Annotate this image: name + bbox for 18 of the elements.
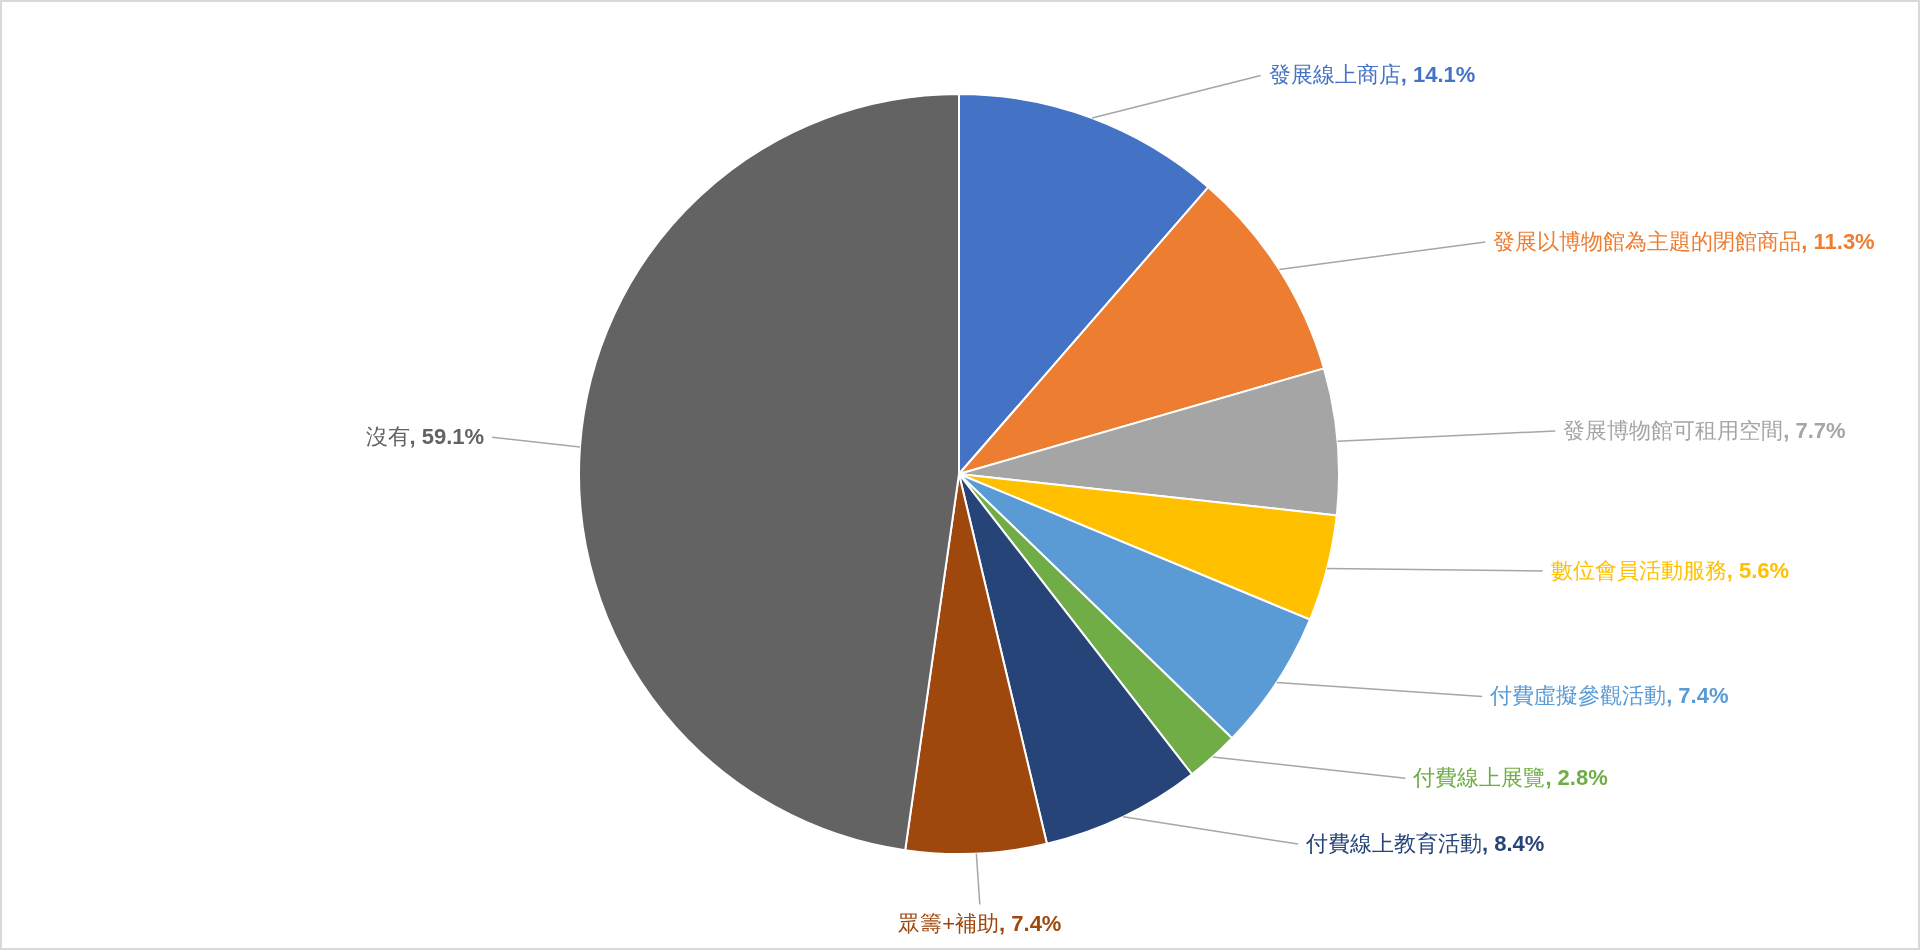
data-label: , 14.1% xyxy=(1400,62,1476,88)
data-label: , 11.3% xyxy=(1801,228,1875,254)
data-label: , 5.6% xyxy=(1726,557,1790,583)
data-label: , 7.4% xyxy=(999,910,1062,936)
slice-label: 發展以博物館為主題的閉館商品 xyxy=(1493,228,1802,254)
data-label: , 8.4% xyxy=(1481,831,1545,856)
data-label: , 2.8% xyxy=(1545,765,1608,791)
slice-label: 沒有 xyxy=(365,424,410,450)
slice-label: 付費線上教育活動 xyxy=(1304,831,1482,856)
slice-label: 數位會員活動服務 xyxy=(1550,557,1727,583)
data-label: , 7.4% xyxy=(1666,683,1729,709)
data-label: , 7.7% xyxy=(1783,417,1846,443)
data-label: , 59.1% xyxy=(409,424,485,450)
slice-label: 發展線上商店 xyxy=(1268,62,1401,88)
slice-label: 付費虛擬參觀活動 xyxy=(1489,683,1667,709)
slice-label: 付費線上展覽 xyxy=(1412,765,1546,791)
slice-label: 發展博物館可租用空間 xyxy=(1563,417,1784,443)
slice-label: 眾籌+補助 xyxy=(898,910,1000,936)
